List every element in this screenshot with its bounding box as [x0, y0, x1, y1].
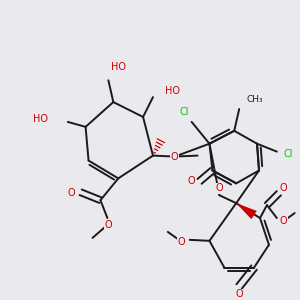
Text: O: O: [178, 237, 185, 247]
Text: HO: HO: [111, 62, 126, 72]
Text: Cl: Cl: [180, 107, 189, 117]
Text: HO: HO: [33, 114, 48, 124]
Text: O: O: [236, 289, 243, 299]
Text: O: O: [280, 183, 288, 193]
Text: O: O: [216, 183, 223, 193]
Text: O: O: [105, 220, 112, 230]
Text: Cl: Cl: [284, 148, 293, 159]
Polygon shape: [236, 203, 257, 219]
Text: HO: HO: [165, 86, 180, 96]
Text: CH₃: CH₃: [246, 94, 263, 103]
Text: O: O: [280, 216, 288, 226]
Text: O: O: [188, 176, 195, 186]
Text: O: O: [68, 188, 76, 198]
Text: O: O: [171, 152, 178, 162]
